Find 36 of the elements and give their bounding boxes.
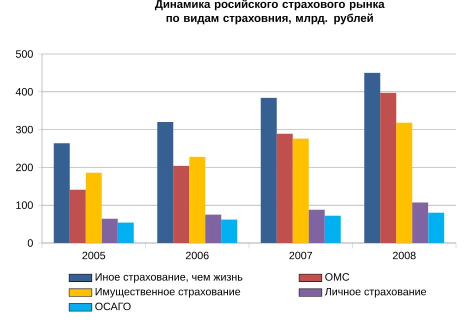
bar: [173, 166, 190, 243]
x-tick-label: 2005: [82, 252, 106, 260]
y-tick-label: 400: [16, 88, 33, 96]
bar: [118, 222, 134, 243]
bar: [292, 138, 309, 243]
bar: [189, 156, 206, 243]
legend-label: Иное страхование, чем жизнь: [96, 273, 242, 283]
bar: [380, 92, 396, 243]
legend-label: ОСАГО: [95, 302, 131, 310]
bar: [157, 122, 174, 243]
bar: [70, 190, 86, 243]
x-tick-label: 2007: [289, 252, 312, 260]
bar: [86, 172, 102, 243]
bar: [324, 216, 341, 243]
bar: [102, 218, 118, 243]
y-tick-label: 500: [16, 50, 33, 58]
x-tick-label: 2006: [186, 252, 209, 260]
bar: [396, 122, 412, 243]
bar: [276, 134, 293, 243]
bar: [364, 72, 380, 243]
bar: [428, 212, 444, 243]
bar: [205, 214, 222, 243]
y-tick-label: 200: [16, 164, 33, 172]
bar: [308, 210, 325, 243]
legend-label: ОМС: [325, 273, 350, 281]
y-tick-label: 0: [28, 239, 33, 247]
y-tick-label: 100: [16, 201, 33, 209]
bar: [221, 220, 238, 243]
legend-label: Имущественное страхование: [96, 288, 240, 298]
chart-title: Динамика росийского страхового рынка по видам страховния, млрд. рублей: [154, 0, 385, 24]
bar: [412, 202, 428, 243]
bar: [260, 98, 277, 243]
y-tick-label: 300: [16, 126, 33, 134]
x-tick-label: 2008: [392, 252, 416, 260]
legend-label: Личное страхование: [324, 288, 426, 298]
bar: [54, 143, 70, 243]
